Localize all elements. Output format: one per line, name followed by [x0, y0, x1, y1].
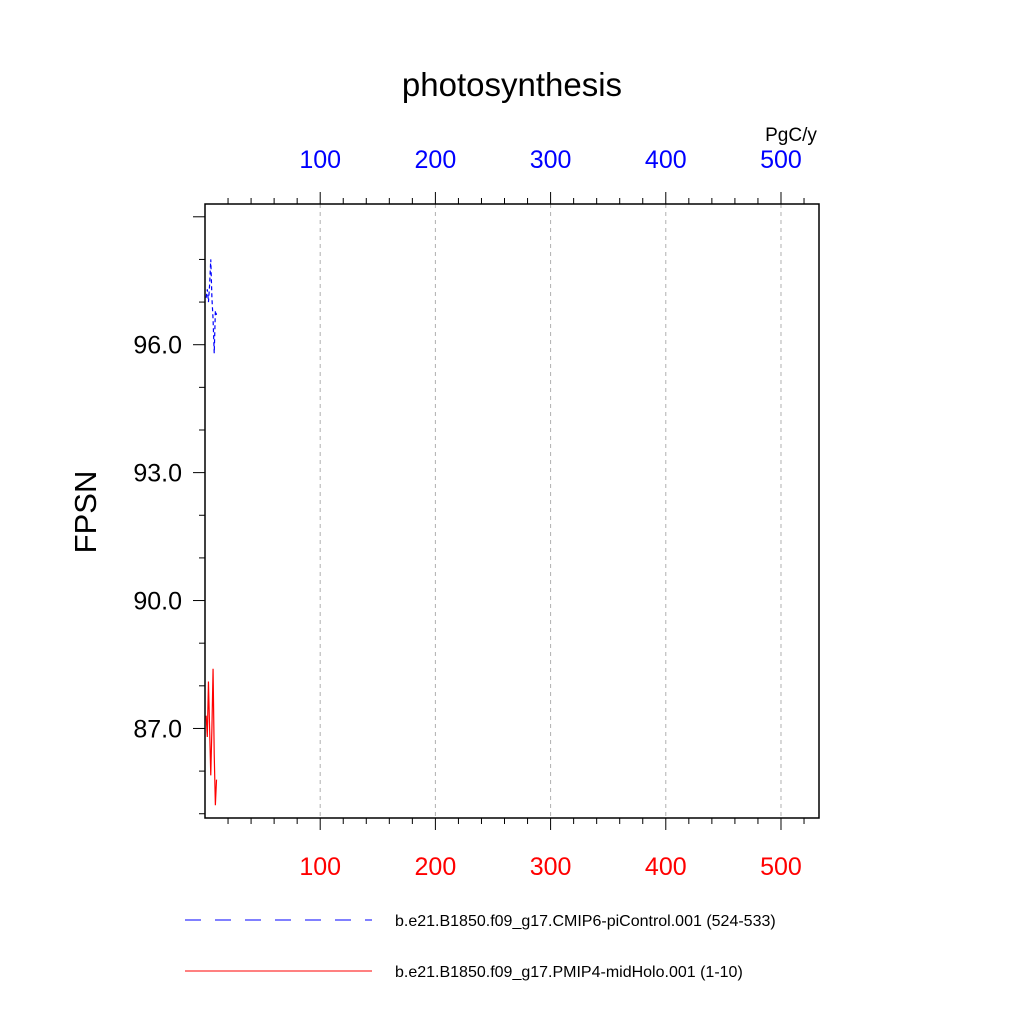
bottom-tick-label: 400	[645, 853, 687, 881]
bottom-tick-label: 100	[299, 853, 341, 881]
y-axis-label: FPSN	[68, 471, 103, 554]
grid-lines	[319, 204, 782, 818]
legend-label-2: b.e21.B1850.f09_g17.PMIP4-midHolo.001 (1…	[395, 964, 743, 981]
top-tick-label: 500	[760, 146, 802, 174]
top-tick-label: 200	[415, 146, 457, 174]
top-tick-label: 400	[645, 146, 687, 174]
bottom-tick-label: 300	[530, 853, 572, 881]
bottom-tick-label: 500	[760, 853, 802, 881]
series-lines	[205, 259, 218, 806]
y-tick-labels: 87.0 90.0 93.0 96.0	[133, 332, 182, 744]
series-line-2	[205, 668, 218, 806]
y-tick-label: 87.0	[133, 715, 182, 743]
legend-label-1: b.e21.B1850.f09_g17.CMIP6-piControl.001 …	[395, 913, 776, 930]
y-tick-label: 90.0	[133, 588, 182, 616]
top-tick-label: 100	[299, 146, 341, 174]
top-tick-label: 300	[530, 146, 572, 174]
chart-title: photosynthesis	[402, 66, 622, 103]
top-axis-units: PgC/y	[765, 125, 817, 146]
bottom-tick-label: 200	[415, 853, 457, 881]
top-tick-labels: 100 200 300 400 500	[299, 146, 802, 174]
axis-ticks	[193, 192, 805, 830]
y-tick-label: 93.0	[133, 460, 182, 488]
bottom-tick-labels: 100 200 300 400 500	[299, 853, 802, 881]
legend: b.e21.B1850.f09_g17.CMIP6-piControl.001 …	[185, 913, 776, 981]
series-line-1	[205, 259, 218, 354]
y-tick-label: 96.0	[133, 332, 182, 360]
plot-frame	[204, 203, 820, 819]
